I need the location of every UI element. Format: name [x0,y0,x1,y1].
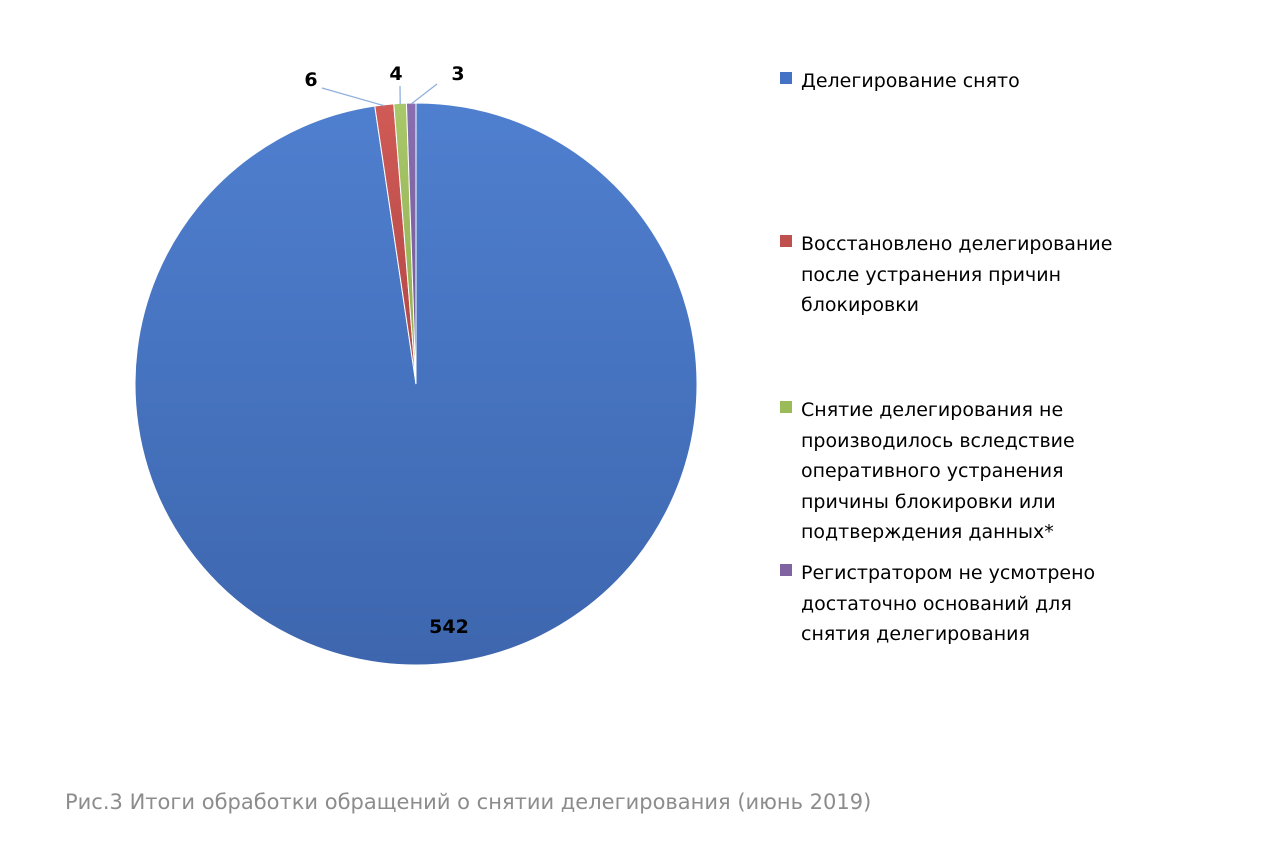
data-label-not-removed: 4 [389,63,402,85]
data-label-delegation-restored: 6 [304,69,317,91]
leader-line [321,87,385,107]
legend-label: Делегирование снято [801,70,1020,92]
figure-caption: Рис.3 Итоги обработки обращений о снятии… [65,790,872,814]
legend-label: Восстановлено делегирование после устран… [801,233,1113,316]
legend-label: Регистратором не усмотрено достаточно ос… [801,562,1096,645]
legend-swatch [780,235,792,247]
data-label-insufficient-grounds: 3 [451,63,464,85]
data-label-delegation-removed: 542 [429,616,469,638]
legend-swatch [780,72,792,84]
legend-label: Снятие делегирования не производилось вс… [801,399,1075,543]
legend-swatch [780,401,792,413]
slice-insufficient-grounds [405,102,417,385]
legend-swatch [780,564,792,576]
leader-line [410,83,438,105]
